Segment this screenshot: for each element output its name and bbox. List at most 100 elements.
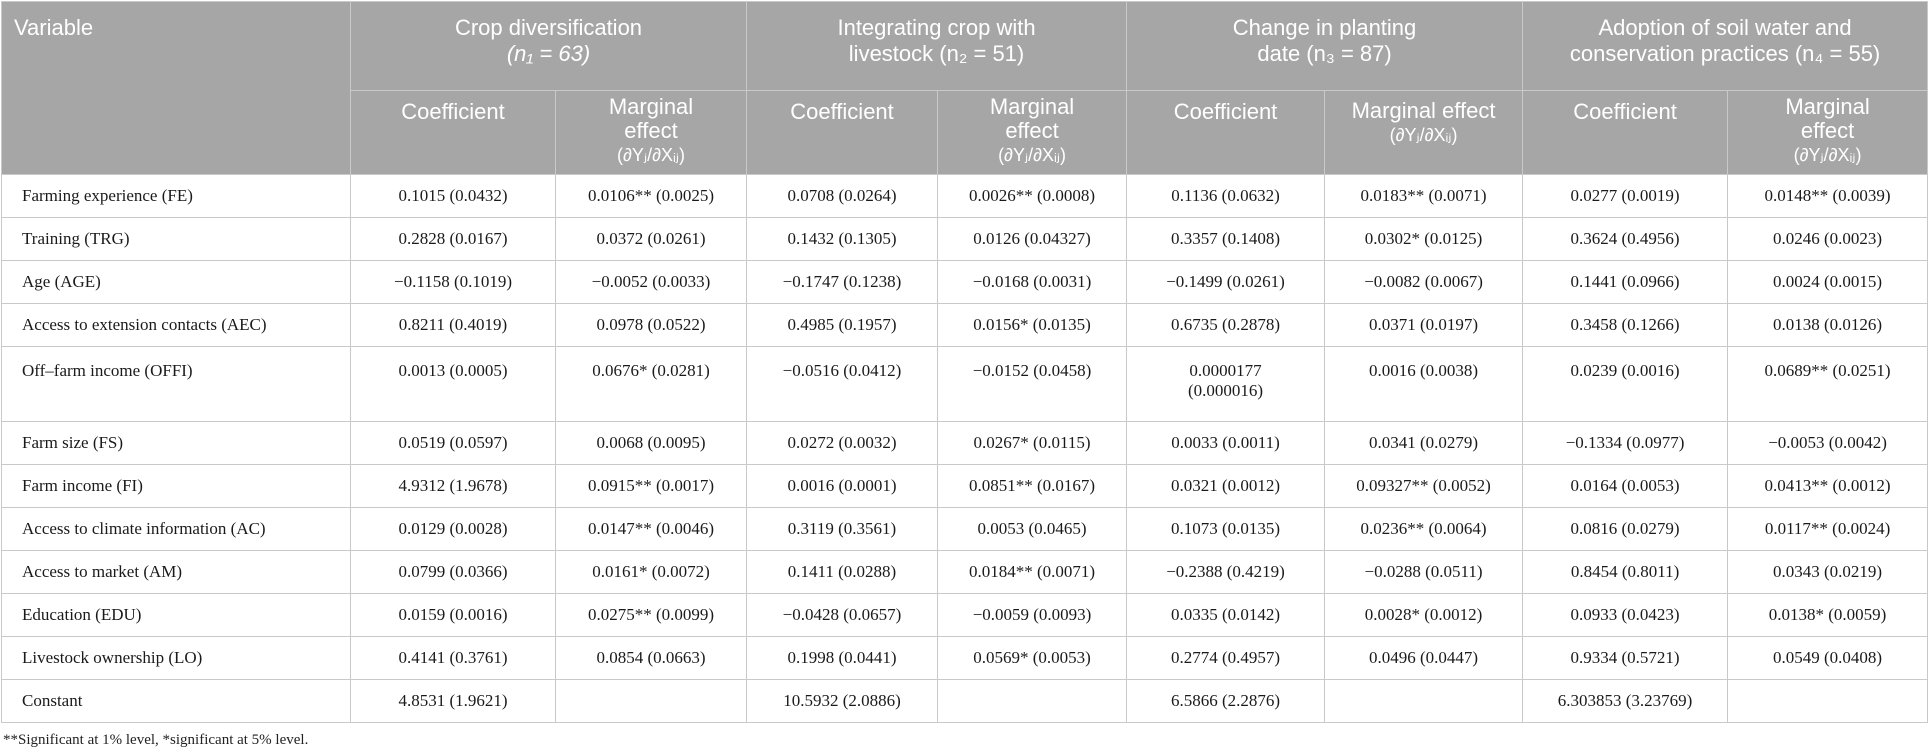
group-header-integrating-crop-livestock: Integrating crop with livestock (n₂ = 51… — [746, 1, 1128, 91]
row-label: Farming experience (FE) — [1, 174, 351, 218]
cell-coefficient: 0.2774 (0.4957) — [1126, 636, 1326, 680]
cell-coefficient-line2: (0.000016) — [1187, 381, 1264, 400]
cell-marginal — [1727, 679, 1929, 723]
cell-coefficient: 0.4985 (0.1957) — [746, 303, 939, 347]
group-header-change-planting-date: Change in planting date (n₃ = 87) — [1126, 1, 1524, 91]
cell-coefficient: 0.0277 (0.0019) — [1522, 174, 1729, 218]
table-row: Training (TRG) 0.2828 (0.0167) 0.0372 (0… — [1, 217, 1929, 261]
table-row: Access to climate information (AC) 0.012… — [1, 507, 1929, 551]
group-header-soil-water-conservation: Adoption of soil water and conservation … — [1522, 1, 1929, 91]
cell-coefficient: 0.0129 (0.0028) — [350, 507, 556, 551]
row-label: Access to market (AM) — [1, 550, 351, 594]
cell-marginal: 0.09327** (0.0052) — [1324, 464, 1524, 508]
table-footnote: **Significant at 1% level, *significant … — [3, 732, 309, 748]
row-label: Age (AGE) — [1, 260, 351, 304]
marginal-line1: Marginal — [989, 94, 1075, 119]
cell-coefficient: 0.2828 (0.0167) — [350, 217, 556, 261]
cell-marginal: 0.0026** (0.0008) — [937, 174, 1128, 218]
marginal-line2: effect — [1005, 118, 1059, 143]
cell-marginal: 0.0147** (0.0046) — [554, 507, 748, 551]
marginal-formula: (∂Yⱼ/∂Xᵢⱼ) — [998, 145, 1066, 165]
cell-coefficient: 0.0519 (0.0597) — [350, 421, 556, 465]
cell-coefficient: 0.1441 (0.0966) — [1522, 260, 1729, 304]
cell-coefficient: −0.1158 (0.1019) — [350, 260, 556, 304]
cell-coefficient: 0.0799 (0.0366) — [350, 550, 556, 594]
cell-coefficient: −0.1499 (0.0261) — [1126, 260, 1326, 304]
cell-coefficient: 0.0272 (0.0032) — [746, 421, 939, 465]
cell-marginal: 0.0028* (0.0012) — [1324, 593, 1524, 637]
cell-coefficient: −0.0516 (0.0412) — [746, 346, 939, 422]
cell-marginal: 0.0569* (0.0053) — [937, 636, 1128, 680]
cell-marginal: 0.0184** (0.0071) — [937, 550, 1128, 594]
cell-coefficient: 0.9334 (0.5721) — [1522, 636, 1729, 680]
cell-coefficient: 0.0933 (0.0423) — [1522, 593, 1729, 637]
cell-coefficient: 0.4141 (0.3761) — [350, 636, 556, 680]
cell-marginal: −0.0053 (0.0042) — [1727, 421, 1929, 465]
marginal-effect-header: Marginal effect (∂Yⱼ/∂Xᵢⱼ) — [554, 90, 748, 175]
variable-header: Variable — [1, 1, 351, 175]
cell-marginal: 0.0676* (0.0281) — [554, 346, 748, 422]
group-header-line1: Crop diversification — [454, 15, 643, 40]
table-row: Education (EDU) 0.0159 (0.0016) 0.0275**… — [1, 593, 1929, 637]
cell-coefficient: 0.1073 (0.0135) — [1126, 507, 1326, 551]
marginal-effect-header: Marginal effect (∂Yⱼ/∂Xᵢⱼ) — [1727, 90, 1929, 175]
row-label: Farm income (FI) — [1, 464, 351, 508]
cell-coefficient: 10.5932 (2.0886) — [746, 679, 939, 723]
cell-coefficient: 0.3458 (0.1266) — [1522, 303, 1729, 347]
cell-coefficient: 0.6735 (0.2878) — [1126, 303, 1326, 347]
cell-coefficient: 6.5866 (2.2876) — [1126, 679, 1326, 723]
table-row: Access to market (AM) 0.0799 (0.0366) 0.… — [1, 550, 1929, 594]
marginal-line1: Marginal — [1785, 94, 1870, 119]
marginal-line2: effect — [1800, 118, 1855, 143]
cell-marginal: 0.0053 (0.0465) — [937, 507, 1128, 551]
cell-coefficient: 0.0013 (0.0005) — [350, 346, 556, 422]
cell-marginal: 0.0413** (0.0012) — [1727, 464, 1929, 508]
table-row: Livestock ownership (LO) 0.4141 (0.3761)… — [1, 636, 1929, 680]
cell-coefficient: 0.0164 (0.0053) — [1522, 464, 1729, 508]
cell-marginal: 0.0016 (0.0038) — [1324, 346, 1524, 422]
cell-coefficient: −0.1747 (0.1238) — [746, 260, 939, 304]
cell-marginal: 0.0978 (0.0522) — [554, 303, 748, 347]
cell-coefficient: 0.1136 (0.0632) — [1126, 174, 1326, 218]
cell-coefficient: −0.2388 (0.4219) — [1126, 550, 1326, 594]
cell-marginal: 0.0117** (0.0024) — [1727, 507, 1929, 551]
cell-marginal: 0.0236** (0.0064) — [1324, 507, 1524, 551]
group-header-crop-diversification: Crop diversification (n₁ = 63) — [349, 1, 748, 91]
cell-coefficient: 0.0816 (0.0279) — [1522, 507, 1729, 551]
cell-coefficient: 0.3119 (0.3561) — [746, 507, 939, 551]
row-label: Off–farm income (OFFI) — [1, 346, 351, 422]
table-row: Access to extension contacts (AEC) 0.821… — [1, 303, 1929, 347]
cell-marginal: 0.0915** (0.0017) — [554, 464, 748, 508]
cell-marginal: 0.0138* (0.0059) — [1727, 593, 1929, 637]
cell-marginal — [1324, 679, 1524, 723]
cell-coefficient-line1: 0.0000177 — [1189, 361, 1262, 380]
cell-marginal: 0.0068 (0.0095) — [554, 421, 748, 465]
cell-marginal: 0.0106** (0.0025) — [554, 174, 748, 218]
cell-coefficient: 0.0335 (0.0142) — [1126, 593, 1326, 637]
row-label: Access to extension contacts (AEC) — [1, 303, 351, 347]
cell-marginal: −0.0059 (0.0093) — [937, 593, 1128, 637]
cell-coefficient: 0.0000177 (0.000016) — [1126, 346, 1326, 422]
cell-coefficient: 6.303853 (3.23769) — [1522, 679, 1729, 723]
group-header-line1: Integrating crop with — [837, 15, 1036, 40]
cell-marginal: 0.0275** (0.0099) — [554, 593, 748, 637]
coefficient-header: Coefficient — [746, 90, 939, 175]
cell-marginal: 0.0246 (0.0023) — [1727, 217, 1929, 261]
cell-marginal: 0.0341 (0.0279) — [1324, 421, 1524, 465]
header-row-groups: Variable Crop diversification (n₁ = 63) … — [1, 1, 1929, 175]
table-row: Constant 4.8531 (1.9621) 10.5932 (2.0886… — [1, 679, 1929, 723]
row-label: Training (TRG) — [1, 217, 351, 261]
cell-coefficient: 4.9312 (1.9678) — [350, 464, 556, 508]
cell-coefficient: 0.1998 (0.0441) — [746, 636, 939, 680]
group-header-line2: conservation practices (n₄ = 55) — [1569, 41, 1881, 66]
group-header-line1: Change in planting — [1232, 15, 1417, 40]
marginal-formula: (∂Yⱼ/∂Xᵢⱼ) — [1389, 125, 1458, 145]
group-header-line2: date (n₃ = 87) — [1257, 41, 1392, 66]
cell-marginal: 0.0496 (0.0447) — [1324, 636, 1524, 680]
cell-marginal: 0.0854 (0.0663) — [554, 636, 748, 680]
cell-marginal: −0.0168 (0.0031) — [937, 260, 1128, 304]
cell-marginal: 0.0148** (0.0039) — [1727, 174, 1929, 218]
table-row: Farm size (FS) 0.0519 (0.0597) 0.0068 (0… — [1, 421, 1929, 465]
table-row: Farm income (FI) 4.9312 (1.9678) 0.0915*… — [1, 464, 1929, 508]
